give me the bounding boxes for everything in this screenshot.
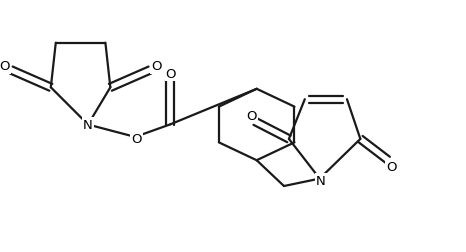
Text: O: O xyxy=(131,132,142,145)
Text: N: N xyxy=(316,174,326,187)
Text: O: O xyxy=(246,109,256,122)
Text: O: O xyxy=(386,160,397,173)
Text: O: O xyxy=(0,60,9,73)
Text: N: N xyxy=(83,118,93,132)
Text: O: O xyxy=(151,60,162,73)
Text: O: O xyxy=(165,68,176,81)
